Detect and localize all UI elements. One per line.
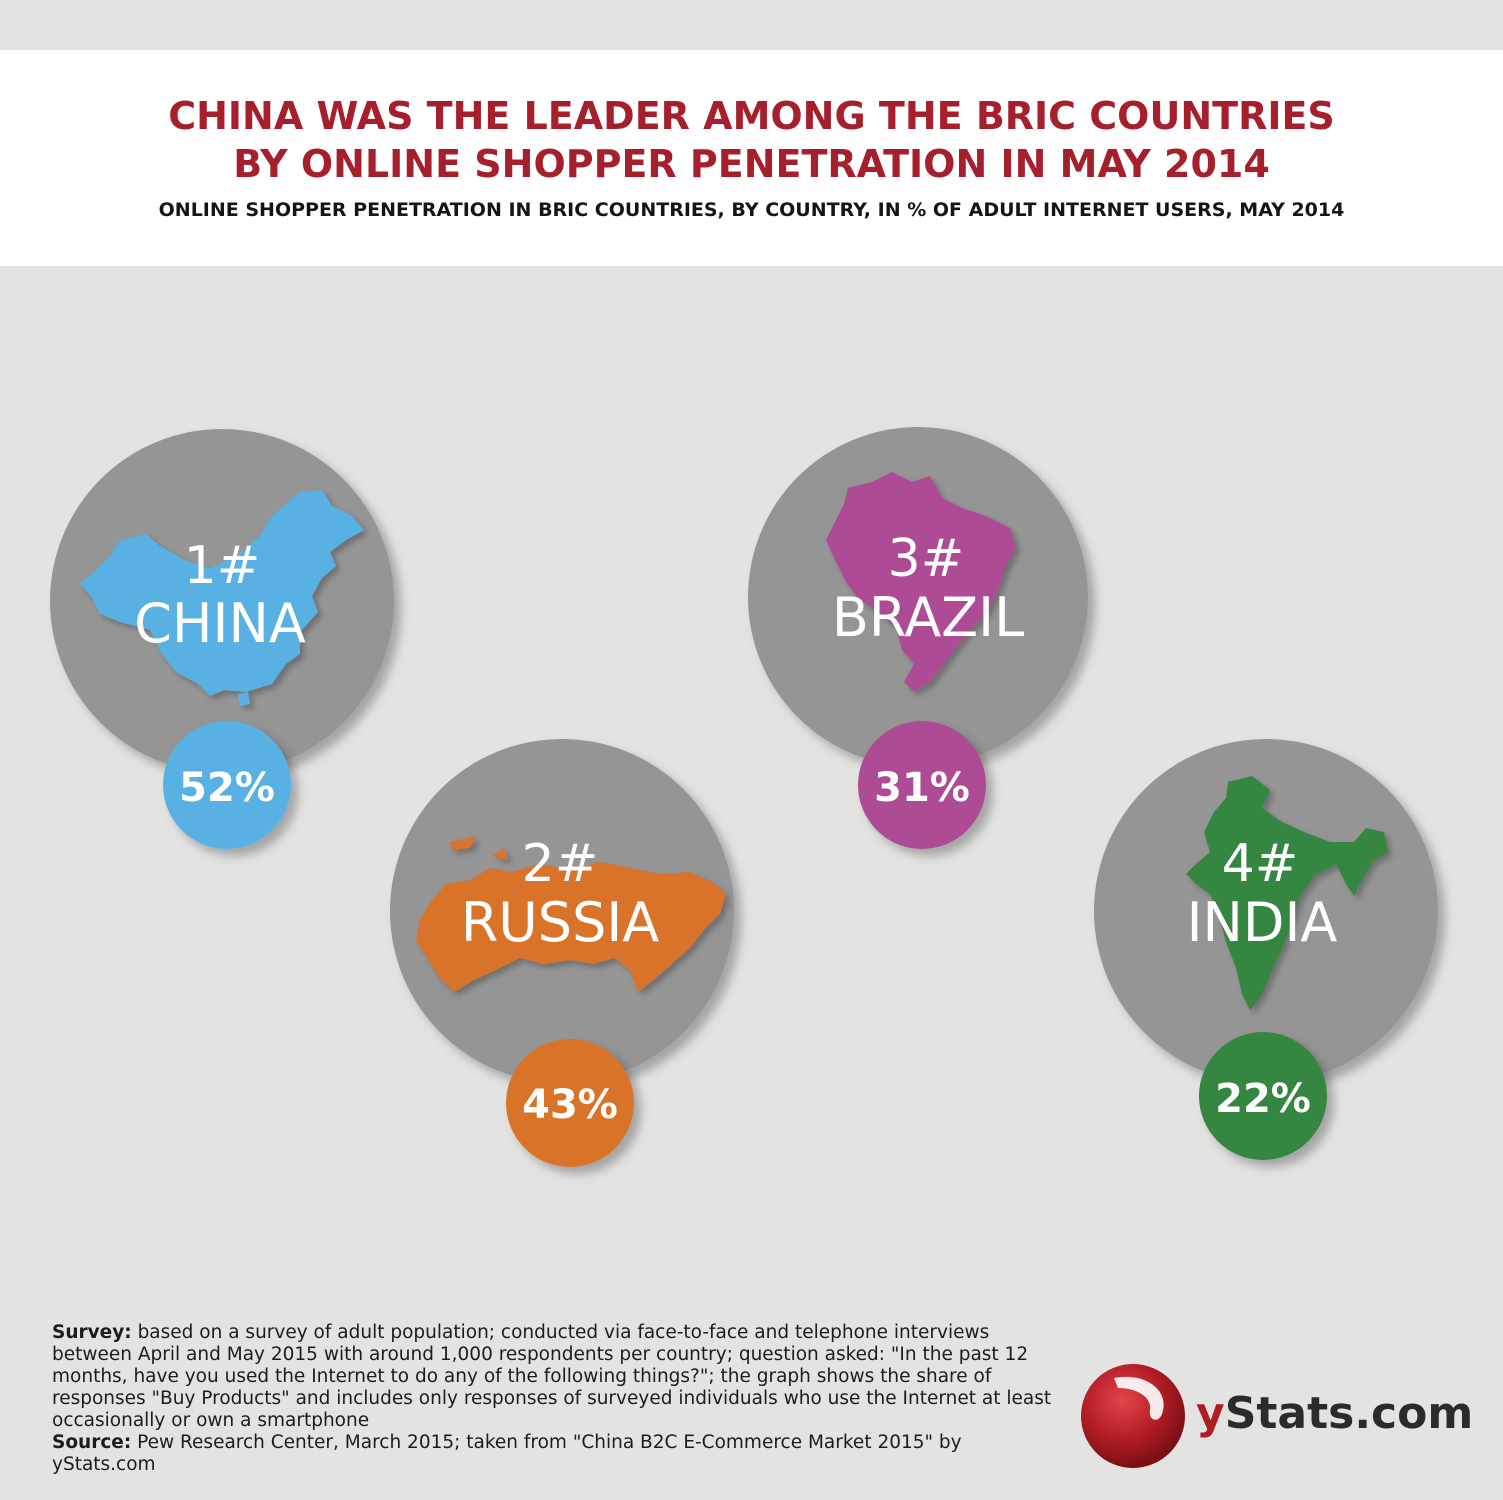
header-panel: CHINA WAS THE LEADER AMONG THE BRIC COUN…	[0, 50, 1503, 266]
value-disc-china	[163, 721, 291, 849]
source-text: Pew Research Center, March 2015; taken f…	[52, 1432, 962, 1475]
rank-label-russia: 2#	[522, 834, 599, 894]
ystats-logo-text: yStats.com	[1196, 1388, 1474, 1439]
brazil-map-icon	[826, 472, 1016, 692]
title-line-1: CHINA WAS THE LEADER AMONG THE BRIC COUN…	[168, 94, 1335, 138]
footnote: Survey: based on a survey of adult popul…	[52, 1322, 1062, 1476]
ystats-logo-icon	[1081, 1364, 1185, 1468]
survey-text: based on a survey of adult population; c…	[52, 1322, 1052, 1431]
rank-label-india: 4#	[1222, 834, 1299, 894]
country-group-russia: 2# RUSSIA 43%	[390, 739, 734, 1167]
india-map-icon	[1186, 776, 1388, 1010]
value-label-china: 52%	[179, 765, 275, 811]
chart-title: CHINA WAS THE LEADER AMONG THE BRIC COUN…	[0, 92, 1503, 188]
value-disc-brazil	[858, 721, 986, 849]
country-label-russia: RUSSIA	[461, 891, 660, 954]
title-line-2: BY ONLINE SHOPPER PENETRATION IN MAY 201…	[233, 142, 1270, 186]
value-label-india: 22%	[1215, 1076, 1311, 1122]
russia-map-icon	[416, 836, 726, 992]
value-label-brazil: 31%	[874, 765, 970, 811]
country-group-brazil: 3# BRAZIL 31%	[748, 427, 1088, 849]
country-group-india: 4# INDIA 22%	[1094, 739, 1438, 1160]
country-label-india: INDIA	[1187, 891, 1338, 954]
country-group-china: 1# CHINA 52%	[50, 429, 394, 849]
rank-label-brazil: 3#	[888, 529, 965, 589]
value-disc-india	[1199, 1032, 1327, 1160]
chart-subtitle: ONLINE SHOPPER PENETRATION IN BRIC COUNT…	[158, 199, 1345, 221]
country-label-china: CHINA	[134, 592, 306, 655]
rank-label-china: 1#	[184, 536, 261, 596]
country-label-brazil: BRAZIL	[832, 586, 1024, 649]
china-map-icon	[80, 490, 364, 706]
ystats-logo[interactable]: yStats.com	[1078, 1358, 1478, 1473]
value-disc-russia	[506, 1039, 634, 1167]
source-label: Source:	[52, 1432, 132, 1453]
survey-label: Survey:	[52, 1322, 132, 1343]
value-label-russia: 43%	[522, 1082, 618, 1128]
